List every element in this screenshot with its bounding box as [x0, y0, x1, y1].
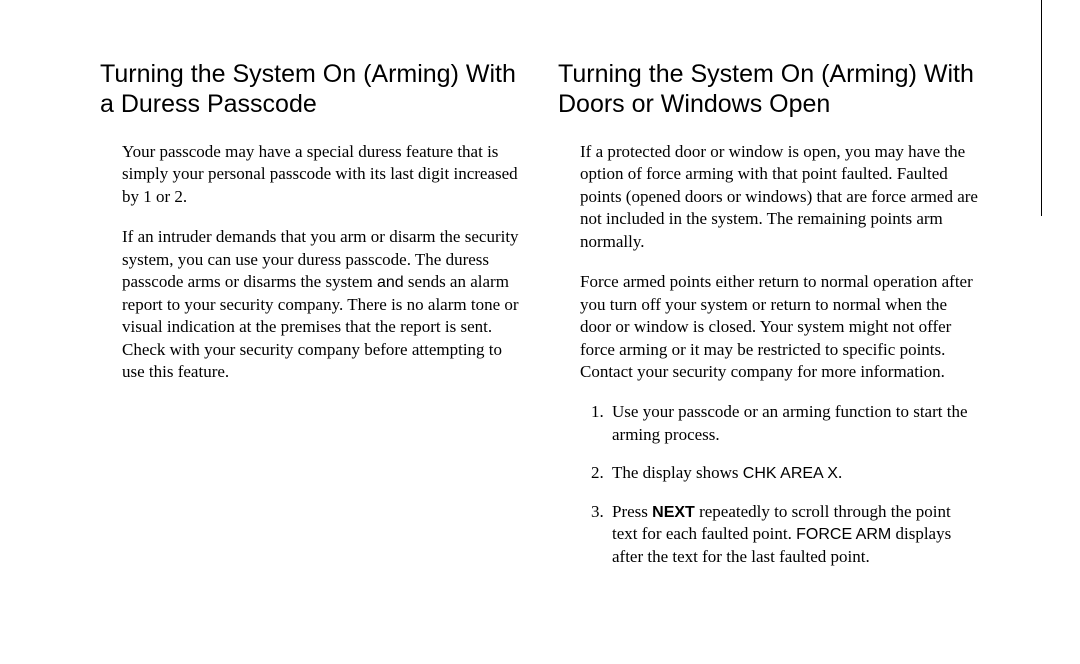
force-arm-body: If a protected door or window is open, y…	[558, 141, 978, 383]
step-3: Press NEXT repeatedly to scroll through …	[608, 501, 978, 568]
duress-paragraph-1: Your passcode may have a special duress …	[122, 141, 520, 208]
duress-body: Your passcode may have a special duress …	[100, 141, 520, 383]
duress-paragraph-2: If an intruder demands that you arm or d…	[122, 226, 520, 383]
step-3-force: FORCE ARM	[796, 526, 891, 543]
right-column: Turning the System On (Arming) With Door…	[558, 60, 978, 584]
right-margin-rule	[1041, 0, 1042, 216]
step-3-next: NEXT	[652, 504, 695, 521]
duress-p2-and: and	[377, 274, 404, 291]
two-column-layout: Turning the System On (Arming) With a Du…	[100, 60, 1020, 584]
step-3-text-a: Press	[612, 502, 652, 521]
force-arm-paragraph-2: Force armed points either return to norm…	[580, 271, 978, 383]
left-column: Turning the System On (Arming) With a Du…	[100, 60, 520, 584]
step-2: The display shows CHK AREA X.	[608, 462, 978, 484]
section-heading-duress: Turning the System On (Arming) With a Du…	[100, 60, 520, 119]
section-heading-force-arm: Turning the System On (Arming) With Door…	[558, 60, 978, 119]
step-2-code: CHK AREA X	[743, 465, 838, 482]
force-arm-steps: Use your passcode or an arming function …	[580, 401, 978, 568]
step-2-text-a: The display shows	[612, 463, 743, 482]
step-1: Use your passcode or an arming function …	[608, 401, 978, 446]
force-arm-paragraph-1: If a protected door or window is open, y…	[580, 141, 978, 253]
manual-page: Turning the System On (Arming) With a Du…	[0, 0, 1080, 664]
step-2-text-b: .	[838, 463, 842, 482]
